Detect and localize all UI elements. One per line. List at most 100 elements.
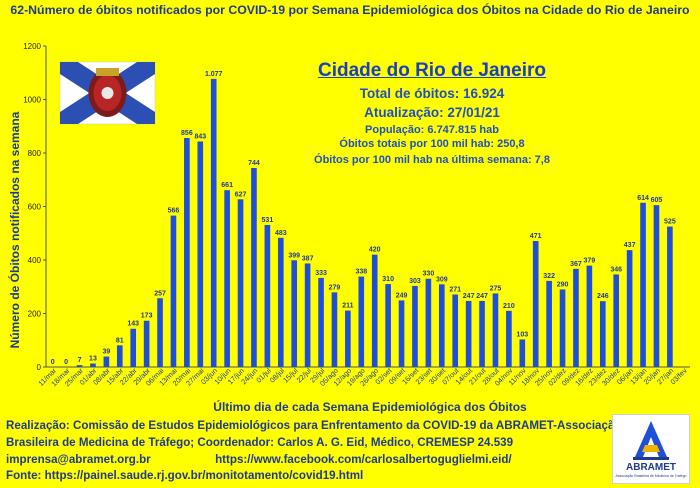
value-label-01/abr: 13 bbox=[89, 356, 97, 363]
value-label-18/nov: 471 bbox=[530, 233, 542, 240]
value-label-30/set: 309 bbox=[436, 276, 448, 283]
x-axis-ticks: 11/mar18/mar25/mar01/abr08/abr15/abr22/a… bbox=[36, 366, 689, 389]
value-label-16/dez: 379 bbox=[584, 258, 596, 265]
value-label-06/mai: 257 bbox=[154, 290, 166, 297]
value-label-15/jul: 399 bbox=[288, 252, 300, 259]
value-label-17/jun: 627 bbox=[235, 191, 247, 198]
value-label-08/abr: 39 bbox=[102, 349, 110, 356]
bar-30/dez bbox=[613, 274, 620, 367]
bar-25/nov bbox=[546, 280, 552, 367]
info-city: Cidade do Rio de Janeiro bbox=[317, 60, 547, 81]
value-label-14/out: 247 bbox=[463, 293, 475, 300]
bar-23/set bbox=[425, 278, 432, 367]
value-label-30/dez: 346 bbox=[610, 266, 622, 273]
bar-08/jul bbox=[277, 237, 284, 367]
value-label-29/jul: 333 bbox=[315, 270, 327, 277]
info-total-deaths: Total de óbitos: 16.924 bbox=[359, 86, 505, 101]
bar-27/jan bbox=[667, 226, 673, 367]
bar-02/dez bbox=[559, 289, 566, 367]
abramet-logo: ABRAMET Associação Brasileira de Medicin… bbox=[612, 414, 690, 484]
bar-23/dez bbox=[599, 301, 606, 367]
value-label-11/mar: 0 bbox=[51, 359, 55, 366]
value-label-07/out: 271 bbox=[449, 287, 461, 294]
bar-14/out bbox=[465, 300, 472, 367]
value-label-25/mar: 7 bbox=[78, 357, 82, 364]
y-tick-label: 800 bbox=[28, 149, 42, 158]
value-label-15/abr: 81 bbox=[116, 337, 124, 344]
bar-13/jan bbox=[640, 202, 646, 367]
value-label-05/ago: 279 bbox=[329, 284, 341, 291]
abramet-logo-mark bbox=[633, 421, 669, 460]
value-label-28/out: 275 bbox=[490, 285, 502, 292]
y-tick-label: 200 bbox=[28, 310, 42, 319]
value-label-19/ago: 338 bbox=[355, 269, 367, 276]
abramet-logo-name: ABRAMET bbox=[626, 462, 676, 473]
value-label-09/set: 249 bbox=[396, 292, 408, 299]
bar-11/nov bbox=[519, 339, 526, 367]
footer-line-1: Realização: Comissão de Estudos Epidemio… bbox=[6, 419, 622, 432]
bar-16/dez bbox=[586, 265, 593, 367]
footer-line-2: Brasileira de Medicina de Tráfego; Coord… bbox=[6, 436, 514, 449]
info-rate-last-week: Óbitos por 100 mil hab na última semana:… bbox=[314, 154, 550, 166]
bar-19/ago bbox=[358, 276, 365, 367]
value-label-18/mar: 0 bbox=[64, 359, 68, 366]
bar-18/nov bbox=[532, 241, 539, 367]
value-label-16/set: 303 bbox=[409, 278, 421, 285]
bar-26/ago bbox=[371, 254, 378, 367]
value-label-25/nov: 322 bbox=[543, 273, 555, 280]
bar-12/ago bbox=[345, 310, 351, 367]
bars bbox=[76, 78, 673, 367]
value-label-22/abr: 143 bbox=[127, 321, 139, 328]
bar-04/nov bbox=[506, 310, 512, 367]
bar-24/jun bbox=[251, 167, 257, 367]
bar-22/jul bbox=[304, 263, 311, 367]
y-tick-label: 400 bbox=[28, 256, 42, 265]
value-label-02/dez: 290 bbox=[557, 281, 569, 288]
bar-13/mai bbox=[170, 215, 177, 367]
value-label-21/out: 247 bbox=[476, 293, 488, 300]
x-axis-label: Último dia de cada Semana Epidemiológica… bbox=[213, 399, 527, 414]
bar-27/mai bbox=[197, 141, 204, 367]
info-population: População: 6.747.815 hab bbox=[365, 124, 499, 136]
bar-28/out bbox=[492, 293, 499, 367]
value-label-01/jul: 531 bbox=[262, 217, 274, 224]
chart-title: 62-Número de óbitos notificados por COVI… bbox=[10, 3, 690, 17]
bar-02/set bbox=[385, 284, 391, 367]
bar-08/abr bbox=[103, 356, 110, 367]
bar-06/mai bbox=[157, 298, 163, 367]
footer-line-3: imprensa@abramet.org.br https://www.face… bbox=[6, 453, 512, 466]
bar-17/jun bbox=[237, 199, 244, 367]
y-axis-ticks: 0 200 400 600 800 1000 1200 bbox=[23, 42, 46, 372]
value-label-22/jul: 387 bbox=[302, 255, 314, 262]
info-rate-total: Óbitos totais por 100 mil hab: 250,8 bbox=[339, 138, 525, 150]
bar-10/jun bbox=[224, 190, 230, 367]
bar-25/mar bbox=[76, 365, 83, 367]
value-label-24/jun: 744 bbox=[248, 160, 260, 167]
value-label-23/dez: 246 bbox=[597, 293, 609, 300]
value-label-10/jun: 661 bbox=[221, 182, 233, 189]
info-update-date: Atualização: 27/01/21 bbox=[364, 105, 500, 120]
abramet-logo-subtitle: Associação Brasileira de Medicina de Trá… bbox=[615, 474, 687, 478]
y-tick-label: 600 bbox=[28, 203, 42, 212]
value-label-20/jan: 605 bbox=[651, 197, 663, 204]
y-tick-label: 1000 bbox=[23, 96, 41, 105]
y-tick-label: 1200 bbox=[23, 42, 41, 51]
value-label-08/jul: 483 bbox=[275, 230, 287, 237]
value-label-09/dez: 367 bbox=[570, 261, 582, 268]
value-label-27/mai: 843 bbox=[194, 133, 206, 140]
bar-15/jul bbox=[291, 260, 298, 367]
value-label-23/set: 330 bbox=[423, 271, 435, 278]
value-label-27/jan: 525 bbox=[664, 219, 676, 226]
bar-21/out bbox=[479, 300, 485, 367]
value-label-11/nov: 103 bbox=[516, 331, 528, 338]
value-label-26/ago: 420 bbox=[369, 247, 381, 254]
value-label-20/mai: 856 bbox=[181, 130, 193, 137]
bar-20/jan bbox=[653, 205, 660, 367]
value-label-06/jan: 437 bbox=[624, 242, 636, 249]
y-axis-label: Número de Óbitos notificados na semana bbox=[7, 111, 22, 348]
bar-06/jan bbox=[626, 250, 633, 367]
bar-09/set bbox=[398, 300, 405, 367]
bar-29/abr bbox=[143, 320, 150, 367]
